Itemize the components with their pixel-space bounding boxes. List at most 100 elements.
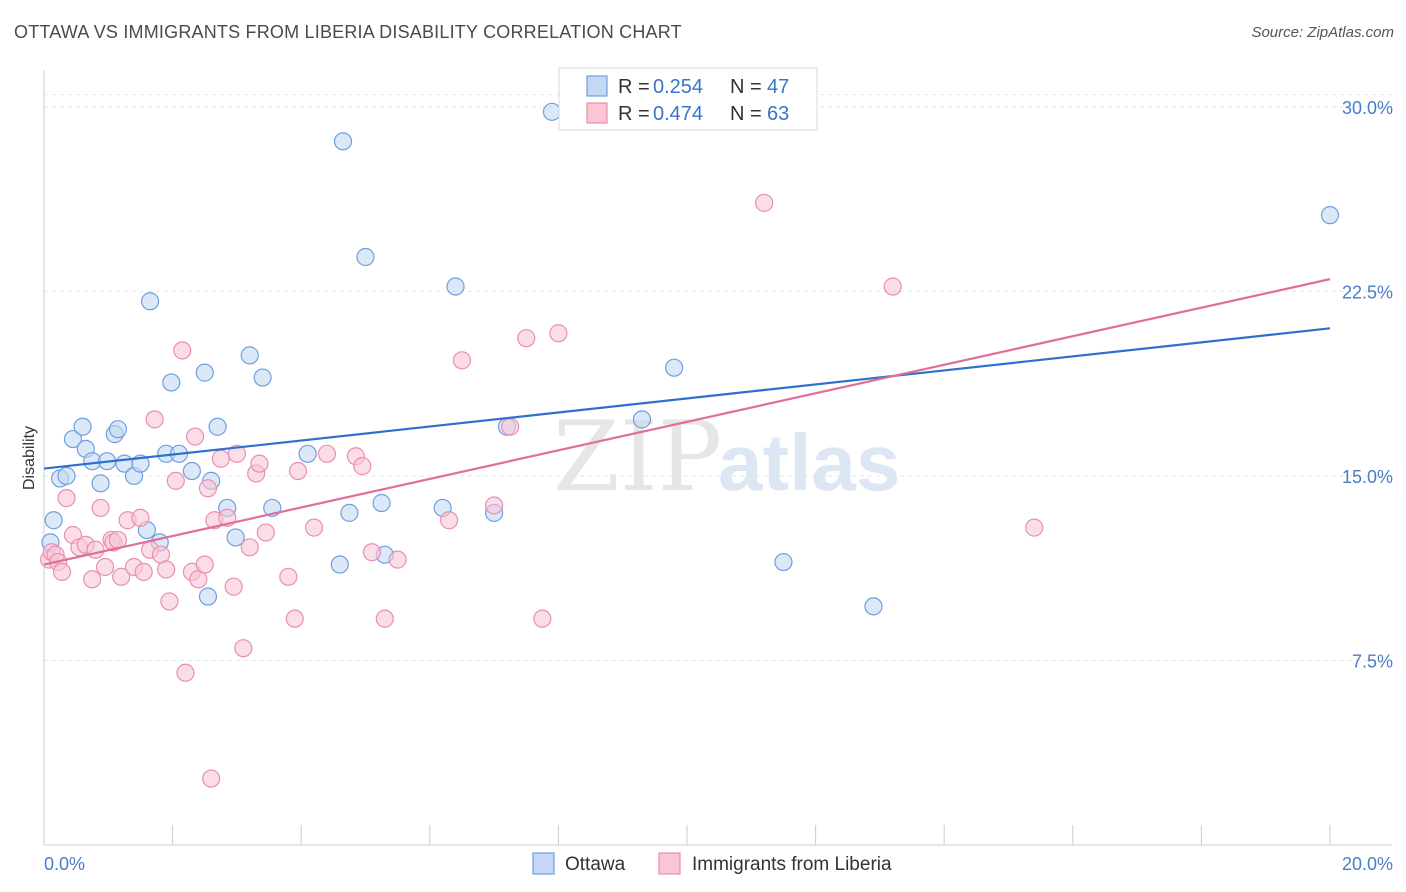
point-liberia bbox=[883, 277, 902, 296]
point-liberia bbox=[388, 550, 407, 569]
y-tick-labels: 7.5% 15.0% 22.5% 30.0% bbox=[1342, 98, 1393, 672]
point-ottawa bbox=[91, 474, 110, 493]
point-liberia bbox=[160, 592, 179, 611]
point-liberia bbox=[95, 557, 115, 577]
bottom-legend-label-ottawa: Ottawa bbox=[565, 854, 626, 875]
point-liberia bbox=[755, 193, 774, 212]
point-liberia bbox=[362, 543, 382, 562]
point-ottawa bbox=[162, 373, 181, 392]
point-ottawa bbox=[330, 555, 349, 574]
legend-r-value-liberia: 0.474 bbox=[653, 103, 703, 125]
bottom-legend-swatch-liberia bbox=[658, 852, 681, 875]
point-liberia bbox=[256, 523, 275, 542]
trend-line-ottawa bbox=[43, 327, 1331, 470]
point-liberia bbox=[57, 488, 76, 508]
point-liberia bbox=[86, 540, 105, 559]
point-liberia bbox=[533, 609, 552, 628]
x-tick-labels: 0.0% 20.0% bbox=[44, 854, 1393, 874]
watermark-atlas: atlas bbox=[718, 418, 900, 507]
point-ottawa bbox=[182, 461, 201, 481]
y-tick-label: 15.0% bbox=[1342, 467, 1393, 487]
y-tick-label: 7.5% bbox=[1352, 651, 1393, 671]
point-liberia bbox=[202, 769, 221, 788]
legend-box: R = 0.254 N = 47 R = 0.474 N = 63 bbox=[558, 67, 818, 131]
legend-r-label-ottawa: R = bbox=[618, 76, 650, 98]
point-ottawa bbox=[333, 132, 353, 151]
trend-lines bbox=[43, 278, 1331, 566]
bottom-legend-swatch-ottawa bbox=[532, 852, 555, 875]
point-liberia bbox=[186, 427, 205, 446]
point-ottawa bbox=[356, 247, 375, 267]
point-liberia bbox=[224, 577, 243, 596]
point-ottawa bbox=[665, 358, 684, 377]
point-liberia bbox=[452, 351, 472, 370]
point-liberia bbox=[198, 479, 218, 498]
point-liberia bbox=[176, 663, 195, 682]
point-liberia bbox=[501, 417, 520, 436]
point-ottawa bbox=[198, 587, 218, 606]
legend-n-value-ottawa: 47 bbox=[767, 76, 789, 98]
point-ottawa bbox=[1320, 206, 1340, 225]
y-tick-label: 30.0% bbox=[1342, 98, 1393, 118]
point-liberia bbox=[227, 444, 246, 463]
point-ottawa bbox=[298, 444, 317, 463]
bottom-legend: Ottawa Immigrants from Liberia bbox=[532, 852, 892, 875]
point-ottawa bbox=[226, 528, 245, 547]
point-ottawa bbox=[446, 277, 465, 296]
point-liberia bbox=[517, 329, 536, 348]
point-ottawa bbox=[208, 417, 227, 436]
x-tick-label-max: 20.0% bbox=[1342, 854, 1393, 874]
point-liberia bbox=[157, 560, 176, 579]
point-ottawa bbox=[372, 493, 391, 513]
legend-swatch-ottawa bbox=[586, 75, 608, 97]
point-ottawa bbox=[340, 503, 359, 522]
point-liberia bbox=[83, 570, 102, 589]
data-points bbox=[40, 102, 1340, 788]
trend-line-liberia bbox=[43, 278, 1331, 566]
chart-title: OTTAWA VS IMMIGRANTS FROM LIBERIA DISABI… bbox=[14, 22, 682, 42]
point-ottawa bbox=[63, 429, 83, 449]
point-liberia bbox=[250, 454, 269, 473]
point-ottawa bbox=[240, 346, 259, 365]
point-ottawa bbox=[632, 410, 652, 429]
point-ottawa bbox=[108, 420, 128, 439]
point-liberia bbox=[211, 449, 230, 468]
point-liberia bbox=[134, 562, 153, 582]
point-liberia bbox=[145, 410, 164, 429]
x-tick-label-min: 0.0% bbox=[44, 854, 85, 874]
point-liberia bbox=[285, 609, 304, 628]
legend-n-label-liberia: N = bbox=[730, 103, 762, 125]
point-liberia bbox=[131, 508, 150, 527]
legend-n-value-liberia: 63 bbox=[767, 103, 789, 125]
point-ottawa bbox=[774, 552, 793, 572]
point-liberia bbox=[234, 639, 253, 658]
point-ottawa bbox=[253, 368, 272, 387]
point-ottawa bbox=[73, 417, 92, 436]
point-ottawa bbox=[542, 102, 562, 121]
source-credit: Source: ZipAtlas.com bbox=[1251, 24, 1394, 41]
point-liberia bbox=[166, 471, 185, 490]
point-liberia bbox=[1025, 518, 1044, 537]
point-liberia bbox=[173, 341, 192, 360]
point-liberia bbox=[112, 567, 131, 586]
bottom-legend-label-liberia: Immigrants from Liberia bbox=[692, 854, 892, 875]
point-liberia bbox=[317, 444, 337, 463]
point-ottawa bbox=[57, 466, 76, 486]
point-liberia bbox=[52, 562, 72, 582]
point-liberia bbox=[91, 498, 110, 518]
point-liberia bbox=[195, 555, 214, 574]
y-axis-label: Disability bbox=[21, 426, 38, 490]
y-tick-label: 22.5% bbox=[1342, 282, 1393, 302]
point-liberia bbox=[375, 609, 394, 628]
point-liberia bbox=[279, 567, 298, 586]
point-liberia bbox=[485, 496, 504, 515]
point-liberia bbox=[439, 511, 459, 530]
point-liberia bbox=[549, 324, 568, 343]
legend-swatch-liberia bbox=[586, 102, 608, 124]
point-liberia bbox=[353, 457, 372, 476]
legend-n-label-ottawa: N = bbox=[730, 76, 762, 98]
legend-r-value-ottawa: 0.254 bbox=[653, 76, 703, 98]
point-ottawa bbox=[864, 597, 883, 616]
point-ottawa bbox=[195, 363, 214, 382]
